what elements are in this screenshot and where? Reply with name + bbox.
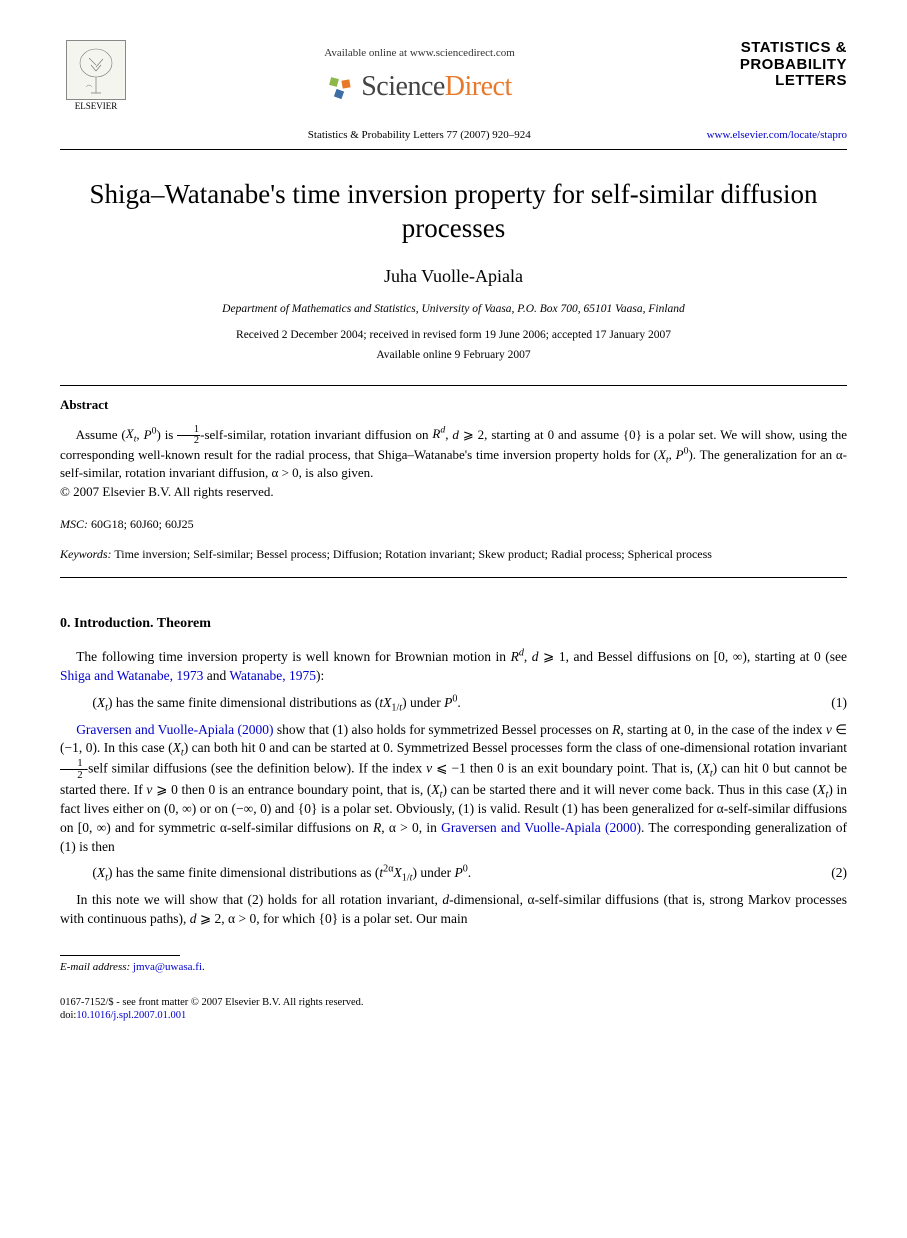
sciencedirect-block: Available online at www.sciencedirect.co… xyxy=(132,40,707,107)
footer: 0167-7152/$ - see front matter © 2007 El… xyxy=(60,996,847,1023)
keywords-label: Keywords: xyxy=(60,547,112,561)
doi-link[interactable]: 10.1016/j.spl.2007.01.001 xyxy=(76,1010,186,1021)
received-dates: Received 2 December 2004; received in re… xyxy=(60,327,847,343)
equation-1: (Xt) has the same finite dimensional dis… xyxy=(92,694,847,713)
elsevier-logo: ELSEVIER xyxy=(60,40,132,120)
abstract-bottom-rule xyxy=(60,577,847,578)
affiliation: Department of Mathematics and Statistics… xyxy=(60,301,847,317)
equation-1-number: (1) xyxy=(811,694,847,713)
msc-label: MSC: xyxy=(60,517,88,531)
ref-graversen-2000a[interactable]: Graversen and Vuolle-Apiala (2000) xyxy=(76,722,273,737)
abstract-top-rule xyxy=(60,385,847,386)
intro-para-1: The following time inversion property is… xyxy=(60,648,847,686)
journal-box: STATISTICS & PROBABILITY LETTERS xyxy=(707,40,847,90)
author-name: Juha Vuolle-Apiala xyxy=(60,264,847,289)
section-0-heading: 0. Introduction. Theorem xyxy=(60,614,847,634)
issn-line: 0167-7152/$ - see front matter © 2007 El… xyxy=(60,996,847,1010)
header-rule xyxy=(60,149,847,150)
citation-row: Statistics & Probability Letters 77 (200… xyxy=(60,128,847,143)
copyright-line: © 2007 Elsevier B.V. All rights reserved… xyxy=(60,483,847,501)
sd-swirl-icon xyxy=(327,75,355,103)
online-date: Available online 9 February 2007 xyxy=(60,347,847,363)
sd-available-text: Available online at www.sciencedirect.co… xyxy=(132,46,707,61)
intro-para-3: In this note we will show that (2) holds… xyxy=(60,891,847,929)
equation-1-body: (Xt) has the same finite dimensional dis… xyxy=(92,694,811,713)
citation-text: Statistics & Probability Letters 77 (200… xyxy=(132,128,707,143)
email-label: E-mail address: xyxy=(60,961,130,973)
abstract-block: Abstract Assume (Xt, P0) is 12-self-simi… xyxy=(60,396,847,563)
intro-para-2: Graversen and Vuolle-Apiala (2000) show … xyxy=(60,721,847,857)
ref-shiga-watanabe-1973[interactable]: Shiga and Watanabe, 1973 xyxy=(60,668,203,683)
footnote-rule xyxy=(60,955,180,956)
keywords-text: Time inversion; Self-similar; Bessel pro… xyxy=(114,547,712,561)
email-footnote: E-mail address: jmva@uwasa.fi. xyxy=(60,960,847,975)
email-link[interactable]: jmva@uwasa.fi xyxy=(133,961,202,973)
keywords-line: Keywords: Time inversion; Self-similar; … xyxy=(60,546,847,563)
sd-name-direct: Direct xyxy=(445,71,512,102)
paper-title: Shiga–Watanabe's time inversion property… xyxy=(60,178,847,246)
msc-line: MSC: 60G18; 60J60; 60J25 xyxy=(60,516,847,533)
journal-url-link[interactable]: www.elsevier.com/locate/stapro xyxy=(707,128,847,143)
msc-codes: 60G18; 60J60; 60J25 xyxy=(91,517,194,531)
ref-graversen-2000b[interactable]: Graversen and Vuolle-Apiala (2000) xyxy=(441,820,641,835)
abstract-heading: Abstract xyxy=(60,396,847,414)
header-row: ELSEVIER Available online at www.science… xyxy=(60,40,847,120)
journal-name: STATISTICS & PROBABILITY LETTERS xyxy=(707,40,847,90)
equation-2: (Xt) has the same finite dimensional dis… xyxy=(92,864,847,883)
doi-line: doi:10.1016/j.spl.2007.01.001 xyxy=(60,1009,847,1023)
sd-name-science: Science xyxy=(361,71,445,102)
equation-2-body: (Xt) has the same finite dimensional dis… xyxy=(92,864,811,883)
sciencedirect-logo: ScienceDirect xyxy=(132,67,707,106)
elsevier-tree-icon xyxy=(66,40,126,100)
equation-2-number: (2) xyxy=(811,864,847,883)
elsevier-label: ELSEVIER xyxy=(75,100,118,113)
ref-watanabe-1975[interactable]: Watanabe, 1975 xyxy=(229,668,316,683)
abstract-body: Assume (Xt, P0) is 12-self-similar, rota… xyxy=(60,425,847,482)
